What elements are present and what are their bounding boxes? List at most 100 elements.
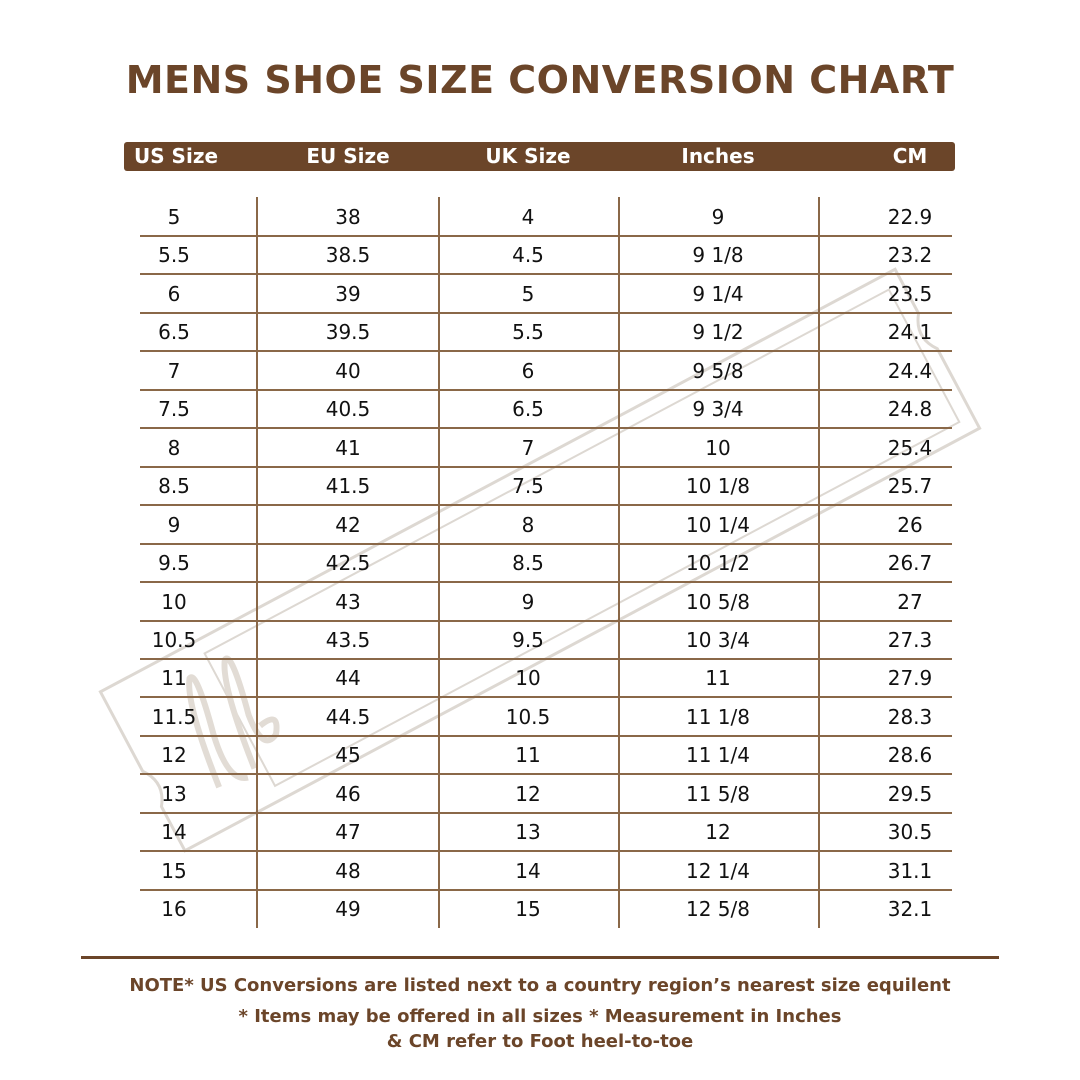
- row-divider: [140, 734, 952, 737]
- table-cell: 49: [335, 897, 361, 922]
- table-cell: 7: [521, 435, 535, 460]
- table-cell: 6: [167, 281, 181, 306]
- table-cell: 41.5: [325, 474, 371, 499]
- table-cell: 42: [335, 512, 361, 537]
- note-line-1: NOTE* US Conversions are listed next to …: [129, 975, 951, 996]
- table-cell: 25.7: [887, 474, 933, 499]
- table-cell: 11.5: [151, 704, 197, 729]
- column-header: UK Size: [485, 144, 571, 168]
- table-cell: 40: [335, 358, 361, 383]
- row-divider: [140, 235, 952, 237]
- table-header-bar: [124, 142, 955, 171]
- table-cell: 11: [515, 743, 541, 768]
- column-header: Inches: [681, 144, 755, 168]
- table-cell: 14: [161, 820, 187, 845]
- table-cell: 48: [335, 858, 361, 883]
- note-line-3: & CM refer to Foot heel-to-toe: [386, 1031, 694, 1052]
- table-cell: 10: [161, 589, 187, 614]
- table-cell: 12 1/4: [686, 858, 750, 883]
- table-cell: 9 5/8: [692, 358, 744, 383]
- table-cell: 10: [515, 666, 541, 691]
- row-divider: [140, 350, 952, 353]
- table-cell: 4.5: [512, 243, 544, 268]
- table-cell: 9: [167, 512, 181, 537]
- table-cell: 7: [167, 358, 181, 383]
- table-cell: 29.5: [887, 781, 933, 806]
- table-cell: 30.5: [887, 820, 933, 845]
- table-cell: 45: [335, 743, 361, 768]
- page-title: MENS SHOE SIZE CONVERSION CHART: [125, 58, 955, 102]
- table-cell: 10 1/2: [686, 551, 750, 576]
- table-cell: 46: [335, 781, 361, 806]
- table-cell: 24.4: [887, 358, 933, 383]
- table-cell: 10: [705, 435, 731, 460]
- table-cell: 9: [711, 205, 725, 229]
- table-cell: 10 1/4: [686, 512, 750, 537]
- table-cell: 23.5: [887, 281, 933, 306]
- row-divider: [140, 542, 952, 545]
- table-cell: 42.5: [325, 551, 371, 576]
- table-cell: 9 1/2: [692, 320, 744, 345]
- table-cell: 40.5: [325, 397, 371, 422]
- table-cell: 7.5: [158, 397, 190, 422]
- table-cell: 44: [335, 666, 361, 691]
- table-cell: 5: [521, 281, 535, 306]
- table-cell: 32.1: [887, 897, 933, 922]
- table-cell: 39.5: [325, 320, 371, 345]
- table-cell: 9 1/8: [692, 243, 744, 268]
- table-cell: 16: [161, 897, 187, 922]
- table-cell: 12 5/8: [686, 897, 750, 922]
- table-cell: 24.1: [887, 320, 933, 345]
- table-cell: 22.9: [887, 205, 933, 229]
- table-cell: 9.5: [158, 551, 190, 576]
- table-cell: 6.5: [158, 320, 190, 345]
- row-divider: [140, 657, 952, 660]
- table-cell: 7.5: [512, 474, 544, 499]
- table-cell: 11: [161, 666, 187, 691]
- table-cell: 10 1/8: [686, 474, 750, 499]
- table-cell: 8: [167, 435, 181, 460]
- table-cell: 38: [335, 205, 361, 229]
- table-cell: 28.6: [887, 743, 933, 768]
- row-divider: [140, 311, 952, 314]
- table-cell: 13: [161, 781, 187, 806]
- column-header: EU Size: [306, 144, 390, 168]
- table-cell: 11 1/8: [686, 704, 750, 729]
- table-cell: 9 3/4: [692, 397, 744, 422]
- table-cell: 10.5: [505, 704, 551, 729]
- table-cell: 8.5: [512, 551, 544, 576]
- note-line-2: * Items may be offered in all sizes * Me…: [238, 1006, 842, 1027]
- table-cell: 12: [705, 820, 731, 845]
- table-cell: 11 5/8: [686, 781, 750, 806]
- table-cell: 10 3/4: [686, 627, 750, 652]
- table-cell: 27: [897, 589, 923, 614]
- table-cell: 14: [515, 858, 541, 883]
- column-divider: [256, 197, 258, 928]
- table-cell: 44.5: [325, 704, 371, 729]
- table-cell: 8: [521, 512, 535, 537]
- column-divider: [438, 197, 440, 928]
- row-divider: [140, 850, 952, 853]
- table-cell: 6.5: [512, 397, 544, 422]
- column-divider: [618, 197, 620, 928]
- row-divider: [140, 581, 952, 584]
- row-divider: [140, 427, 952, 430]
- table-cell: 26: [897, 512, 923, 537]
- column-header: US Size: [133, 144, 219, 168]
- table-cell: 15: [161, 858, 187, 883]
- column-header: CM: [892, 144, 928, 168]
- table-cell: 9.5: [512, 627, 544, 652]
- row-divider: [140, 504, 952, 507]
- table-cell: 8.5: [158, 474, 190, 499]
- table-cell: 5: [167, 205, 181, 229]
- table-cell: 6: [521, 358, 535, 383]
- row-divider: [140, 619, 952, 622]
- table-cell: 15: [515, 897, 541, 922]
- row-divider: [140, 888, 952, 891]
- table-cell: 26.7: [887, 551, 933, 576]
- column-divider: [818, 197, 820, 928]
- table-cell: 13: [515, 820, 541, 845]
- table-cell: 38.5: [325, 243, 371, 268]
- table-cell: 43: [335, 589, 361, 614]
- table-cell: 4: [521, 205, 535, 229]
